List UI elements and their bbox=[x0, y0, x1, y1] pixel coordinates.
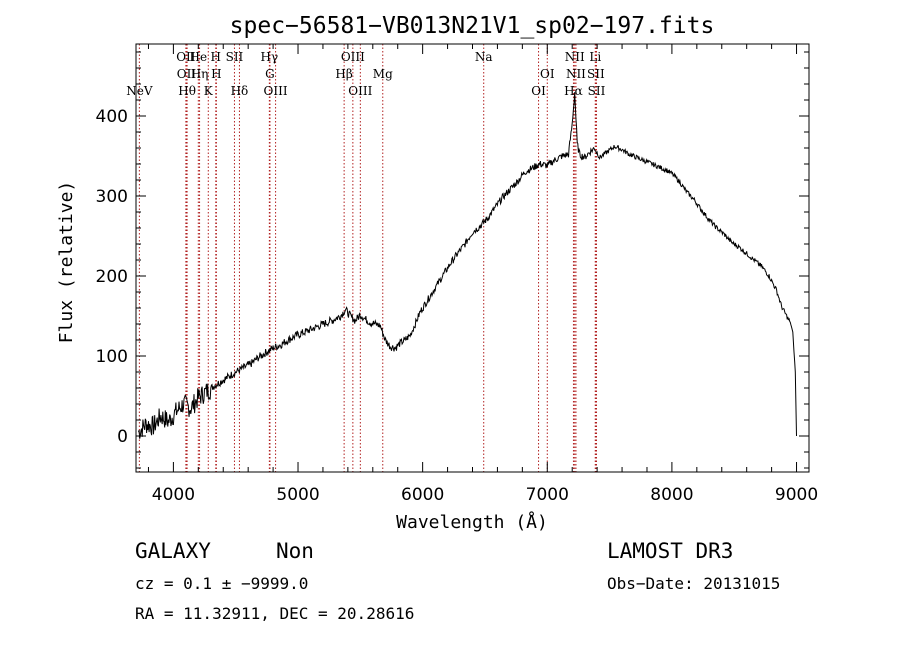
emission-line-label: Hη bbox=[191, 67, 209, 81]
object-class: GALAXY bbox=[135, 539, 211, 563]
chart-title: spec−56581−VB013N21V1_sp02−197.fits bbox=[230, 13, 715, 39]
x-tick-label: 5000 bbox=[276, 485, 319, 505]
plot-frame bbox=[135, 43, 810, 473]
emission-line-label: OII bbox=[176, 50, 196, 64]
x-axis-label: Wavelength (Å) bbox=[396, 511, 548, 533]
x-tick-label: 7000 bbox=[526, 485, 569, 505]
emission-line-label: Hγ bbox=[261, 50, 279, 64]
x-tick-label: 8000 bbox=[650, 485, 693, 505]
emission-line-markers bbox=[138, 44, 598, 472]
y-axis-label: Flux (relative) bbox=[56, 181, 77, 344]
emission-line-label: NeV bbox=[126, 84, 153, 98]
emission-line-label: Na bbox=[475, 50, 493, 64]
emission-line-label: SII bbox=[587, 67, 605, 81]
emission-line-label: Hα bbox=[564, 84, 583, 98]
survey-name: LAMOST DR3 bbox=[607, 539, 733, 563]
emission-line-label: OIII bbox=[341, 50, 365, 64]
emission-line-label: Hβ bbox=[335, 67, 352, 81]
emission-line-label: NII bbox=[565, 50, 585, 64]
y-tick-label: 400 bbox=[96, 107, 128, 127]
emission-line-label: OI bbox=[531, 84, 546, 98]
emission-line-label: SII bbox=[588, 84, 606, 98]
emission-line-label: SII bbox=[226, 50, 244, 64]
y-tick-label: 200 bbox=[96, 267, 128, 287]
x-tick-label: 4000 bbox=[152, 485, 195, 505]
x-tick-label: 6000 bbox=[401, 485, 444, 505]
redshift-cz: cz = 0.1 ± −9999.0 bbox=[135, 574, 308, 593]
emission-line-label: Hδ bbox=[231, 84, 249, 98]
y-tick-label: 100 bbox=[96, 347, 128, 367]
emission-line-label: K bbox=[204, 84, 214, 98]
obs-date: Obs−Date: 20131015 bbox=[607, 574, 780, 593]
emission-line-label: OIII bbox=[348, 84, 372, 98]
emission-line-labels: NeVOIIOIIHθHeHηHHKSIIHδHγGOIIIOIIIHβOIII… bbox=[126, 50, 605, 98]
emission-line-label: He bbox=[190, 50, 208, 64]
x-axis-ticks: 4000 5000 6000 7000 8000 9000 bbox=[147, 44, 818, 505]
emission-line-label: NII bbox=[566, 67, 586, 81]
emission-line-label: H bbox=[211, 67, 221, 81]
y-tick-label: 300 bbox=[96, 187, 128, 207]
emission-line-label: Li bbox=[589, 50, 601, 64]
emission-line-label: Hθ bbox=[178, 84, 196, 98]
y-tick-label: 0 bbox=[117, 427, 128, 447]
emission-line-label: OIII bbox=[264, 84, 288, 98]
emission-line-label: H bbox=[211, 50, 221, 64]
emission-line-label: Mg bbox=[373, 67, 393, 81]
spectrum-series-line bbox=[138, 92, 797, 439]
x-tick-label: 9000 bbox=[775, 485, 818, 505]
object-subclass: Non bbox=[276, 539, 314, 563]
emission-line-label: OII bbox=[177, 67, 197, 81]
emission-line-label: G bbox=[265, 67, 275, 81]
emission-line-label: OI bbox=[540, 67, 555, 81]
y-axis-ticks: 0 100 200 300 400 bbox=[96, 51, 809, 469]
ra-dec: RA = 11.32911, DEC = 20.28616 bbox=[135, 604, 414, 623]
